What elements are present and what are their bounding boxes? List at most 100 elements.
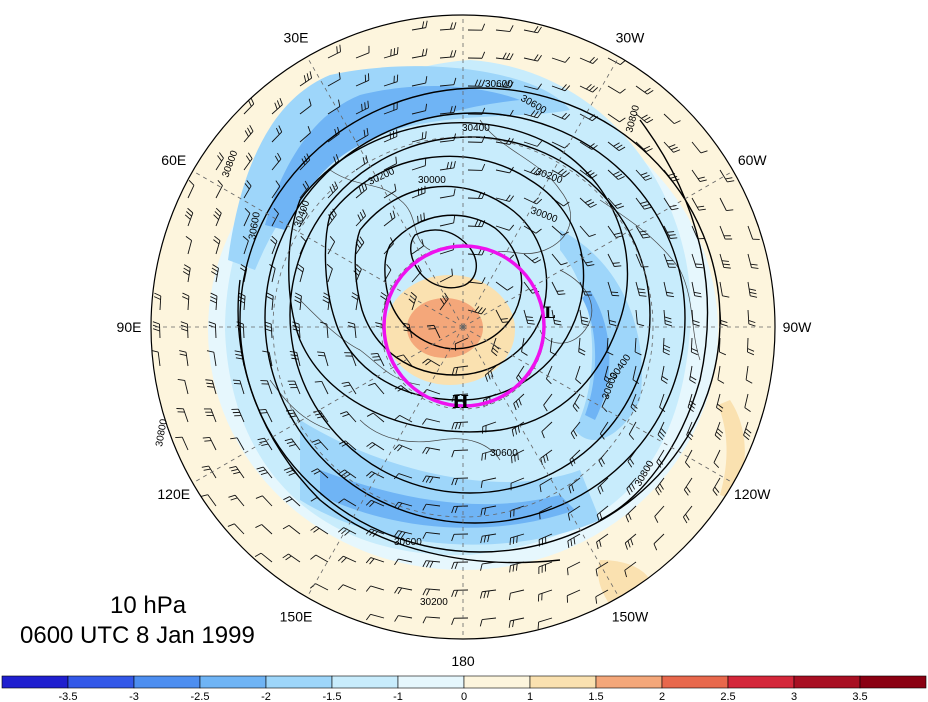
colorbar-tick-label: -1.5 xyxy=(323,691,342,702)
wind-barb xyxy=(537,589,553,602)
wind-barb xyxy=(682,505,693,524)
wind-barb xyxy=(215,180,223,199)
colorbar-tick-label: -2 xyxy=(261,691,271,702)
colorbar-swatch xyxy=(1,675,69,689)
wind-barb xyxy=(691,253,704,269)
contour-label: 30800 xyxy=(154,418,170,448)
wind-barb xyxy=(451,421,469,430)
longitude-label: 120E xyxy=(157,486,190,502)
wind-barb xyxy=(691,309,700,327)
wind-barb xyxy=(663,253,676,268)
colorbar: -3.5 -3 -2.5 -2 -1.5 -1 0 1 1.5 2 2.5 3 3.5 xyxy=(1,675,927,702)
wind-barb xyxy=(523,167,543,176)
wind-barb xyxy=(575,365,582,385)
wind-barb xyxy=(215,152,224,171)
wind-barb xyxy=(523,140,543,147)
wind-barb xyxy=(719,197,734,211)
wind-barb xyxy=(200,494,217,507)
wind-barb xyxy=(607,281,620,297)
wind-barb xyxy=(311,468,329,479)
wind-barb xyxy=(540,449,553,466)
wind-barb xyxy=(508,589,525,601)
wind-barb xyxy=(394,558,413,566)
pressure-level-label: 10 hPa xyxy=(110,592,187,619)
wind-barb xyxy=(383,129,398,143)
wind-barb xyxy=(282,524,301,535)
wind-barb xyxy=(632,365,639,384)
wind-barb xyxy=(411,103,428,115)
wind-barb xyxy=(422,358,441,367)
wind-barb xyxy=(635,113,654,124)
wind-barb xyxy=(396,354,413,367)
wind-barb xyxy=(394,615,413,622)
wind-barb xyxy=(180,321,189,339)
wind-barb xyxy=(439,77,457,87)
wind-barb xyxy=(691,197,706,211)
wind-barb xyxy=(467,79,486,87)
wind-barb xyxy=(368,382,385,395)
wind-barb xyxy=(320,321,329,339)
wind-barb xyxy=(355,128,369,143)
wind-barb xyxy=(635,225,651,239)
longitude-labels: 0 30W 60W 90W 120W 150W 180 150E 120E 90E 60E 30E xyxy=(117,0,813,669)
wind-barb xyxy=(521,337,528,356)
wind-barb xyxy=(284,438,301,451)
wind-barb xyxy=(635,309,645,327)
wind-barb xyxy=(510,505,525,518)
wind-barb xyxy=(451,589,469,597)
wind-barb xyxy=(311,439,329,451)
wind-barb xyxy=(296,263,305,283)
wind-barb xyxy=(337,584,357,591)
wind-barb xyxy=(383,183,397,199)
wind-barb xyxy=(310,554,329,563)
wind-barb xyxy=(227,523,245,535)
map-boundary xyxy=(150,14,776,640)
longitude-label: 120W xyxy=(734,486,771,502)
wind-barb xyxy=(366,412,385,423)
wind-barb xyxy=(422,560,441,568)
wind-barb xyxy=(495,80,514,89)
wind-barb xyxy=(537,617,553,630)
wind-barb xyxy=(383,102,398,115)
wind-barb xyxy=(624,533,637,550)
wind-barb xyxy=(509,533,525,545)
wind-barb xyxy=(663,141,681,153)
contour-label: 30600 xyxy=(247,211,263,241)
colorbar-swatch xyxy=(727,675,795,689)
wind-barb xyxy=(625,505,637,523)
wind-barb xyxy=(365,499,385,508)
wind-barb xyxy=(567,505,581,521)
wind-barb xyxy=(243,207,251,227)
wind-barb xyxy=(481,449,497,461)
wind-barb xyxy=(551,309,562,326)
wind-barb xyxy=(152,321,161,339)
wind-barb xyxy=(467,306,487,315)
wind-barb xyxy=(603,365,612,385)
wind-barb xyxy=(422,532,441,539)
wind-barb xyxy=(567,533,581,548)
wind-barb xyxy=(338,469,357,479)
wind-barb xyxy=(451,617,469,625)
wind-barb xyxy=(230,437,245,451)
wind-barb xyxy=(660,365,669,384)
wind-barb xyxy=(451,477,469,486)
colorbar-tick-label: -3.5 xyxy=(59,691,78,702)
longitude-label: 150E xyxy=(280,608,313,624)
wind-barb xyxy=(551,84,571,92)
wind-barbs xyxy=(151,20,760,630)
wind-barb xyxy=(411,20,428,31)
wind-barb xyxy=(551,56,571,63)
wind-barb xyxy=(467,163,486,171)
wind-barb xyxy=(383,47,399,59)
wind-barb xyxy=(422,503,441,511)
wind-barb xyxy=(467,219,486,228)
wind-barb xyxy=(451,449,469,458)
wind-barb xyxy=(495,194,515,202)
wind-barb xyxy=(579,253,595,267)
highlight-circle xyxy=(382,244,546,408)
wind-barb xyxy=(255,495,273,507)
wind-barb xyxy=(228,494,245,507)
wind-barb xyxy=(270,235,278,255)
wind-barb xyxy=(439,22,457,31)
